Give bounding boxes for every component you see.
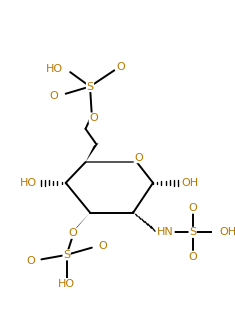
- Text: HO: HO: [20, 178, 37, 188]
- Text: O: O: [50, 91, 59, 100]
- Text: O: O: [26, 256, 35, 266]
- Text: OH: OH: [182, 178, 199, 188]
- Text: O: O: [69, 228, 77, 238]
- Text: HN: HN: [157, 227, 174, 237]
- Text: S: S: [63, 250, 70, 260]
- Text: HO: HO: [46, 64, 63, 75]
- Text: O: O: [188, 203, 197, 213]
- Text: HO: HO: [58, 279, 75, 289]
- Polygon shape: [86, 143, 99, 162]
- Text: O: O: [134, 153, 143, 163]
- Text: O: O: [116, 62, 125, 72]
- Text: O: O: [188, 252, 197, 262]
- Text: S: S: [86, 81, 94, 92]
- Text: S: S: [189, 227, 196, 237]
- Polygon shape: [73, 213, 90, 232]
- Text: OH: OH: [220, 227, 235, 237]
- Text: O: O: [89, 113, 98, 123]
- Text: O: O: [98, 241, 107, 251]
